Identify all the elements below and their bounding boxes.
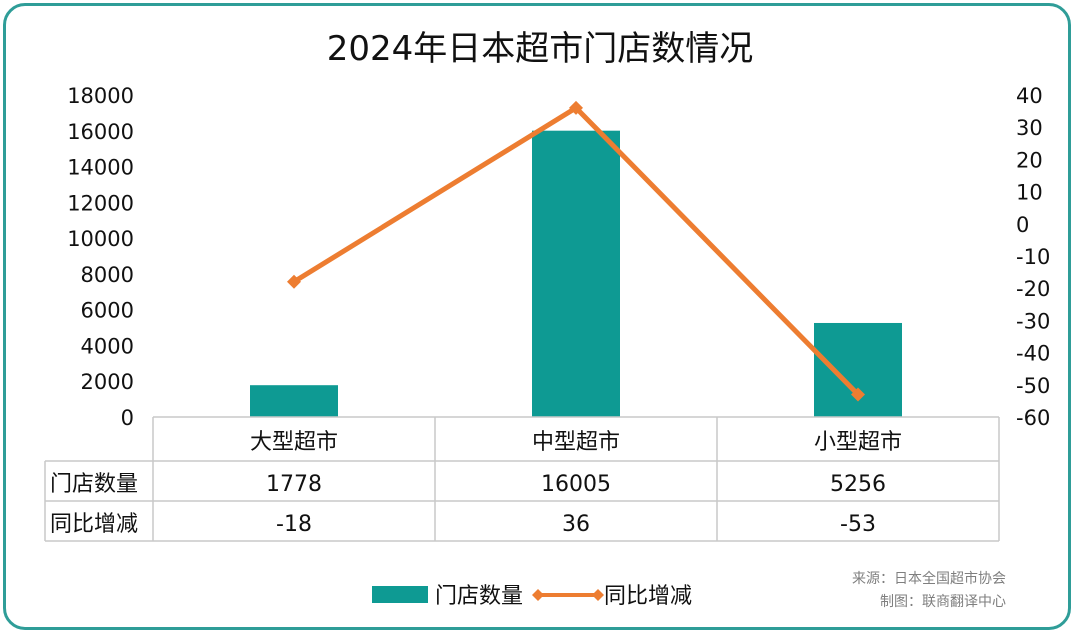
category-label: 中型超市 bbox=[532, 430, 620, 455]
table-cell: -18 bbox=[276, 512, 312, 537]
line-point-3 bbox=[851, 387, 865, 402]
category-label: 大型超市 bbox=[250, 430, 338, 455]
right-axis: -60 -50 -40 -30 -20 -10 0 10 20 30 40 bbox=[1016, 84, 1050, 430]
left-tick-label: 14000 bbox=[67, 156, 134, 180]
line-point-1 bbox=[287, 274, 301, 289]
table-cell: -53 bbox=[840, 512, 876, 537]
legend-marker bbox=[532, 589, 544, 601]
right-tick-label: 0 bbox=[1016, 213, 1029, 237]
right-tick-label: -50 bbox=[1016, 374, 1050, 398]
source-line-1: 来源：日本全国超市协会 bbox=[852, 570, 1006, 587]
right-tick-label: -20 bbox=[1016, 277, 1050, 301]
left-tick-label: 2000 bbox=[81, 370, 134, 394]
line-point-2 bbox=[569, 100, 583, 115]
bar-3 bbox=[814, 322, 902, 417]
left-tick-label: 6000 bbox=[81, 299, 134, 323]
table-row-label: 同比增减 bbox=[50, 512, 138, 537]
legend: 门店数量 同比增减 bbox=[372, 584, 692, 609]
bar-2 bbox=[532, 130, 620, 417]
right-tick-label: -10 bbox=[1016, 245, 1050, 269]
right-tick-label: -30 bbox=[1016, 309, 1050, 333]
left-tick-label: 0 bbox=[121, 406, 134, 430]
left-tick-label: 18000 bbox=[67, 84, 134, 108]
table-cell: 1778 bbox=[266, 472, 322, 497]
left-tick-label: 12000 bbox=[67, 191, 134, 215]
left-tick-label: 10000 bbox=[67, 227, 134, 251]
right-tick-label: 30 bbox=[1016, 116, 1043, 140]
left-tick-label: 4000 bbox=[81, 334, 134, 358]
legend-marker bbox=[592, 589, 604, 601]
right-tick-label: 40 bbox=[1016, 84, 1043, 108]
left-axis: 0 2000 4000 6000 8000 10000 12000 14000 16000 180… bbox=[67, 84, 134, 430]
chart-title: 2024年日本超市门店数情况 bbox=[327, 29, 754, 69]
left-tick-label: 8000 bbox=[81, 263, 134, 287]
bar-1 bbox=[250, 385, 338, 417]
category-label: 小型超市 bbox=[814, 430, 902, 455]
right-tick-label: 10 bbox=[1016, 181, 1043, 205]
right-tick-label: -60 bbox=[1016, 406, 1050, 430]
source-line-2: 制图：联商翻译中心 bbox=[880, 594, 1006, 610]
table-cell: 5256 bbox=[830, 472, 886, 497]
table-cell: 36 bbox=[562, 512, 590, 537]
legend-label: 门店数量 bbox=[435, 584, 523, 609]
legend-label: 同比增减 bbox=[604, 584, 692, 609]
bars bbox=[250, 130, 902, 417]
line-series bbox=[287, 100, 865, 402]
legend-swatch-bar bbox=[372, 586, 428, 603]
right-tick-label: -40 bbox=[1016, 342, 1050, 366]
table-cell: 16005 bbox=[541, 472, 611, 497]
right-tick-label: 20 bbox=[1016, 148, 1043, 172]
table-row-label: 门店数量 bbox=[50, 472, 138, 497]
left-tick-label: 16000 bbox=[67, 120, 134, 144]
